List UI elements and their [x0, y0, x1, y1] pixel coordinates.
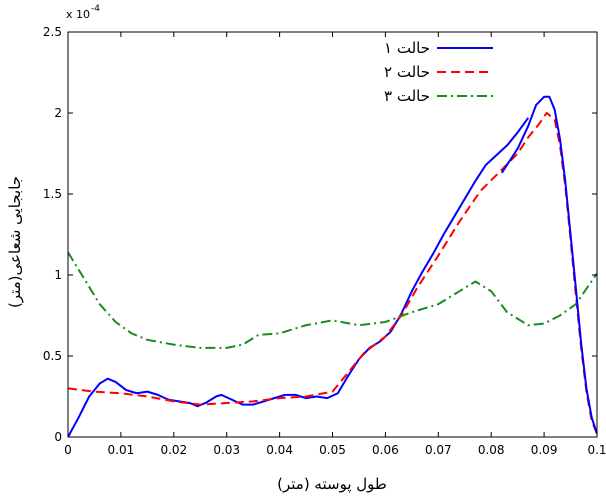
legend-item: حالت ۲ — [384, 63, 493, 81]
y-tick-label: 1 — [54, 268, 62, 282]
legend-item: حالت ۱ — [384, 39, 493, 57]
axis-labels: طول پوسته (متر) جابجایی شعاعی(متر) x 10 … — [6, 4, 387, 494]
x-tick-label: 0.06 — [372, 443, 399, 457]
x-tick-label: 0.09 — [531, 443, 558, 457]
y-multiplier-label: x 10 — [66, 8, 90, 21]
legend-label: حالت ۳ — [384, 87, 430, 105]
x-axis-title: طول پوسته (متر) — [277, 475, 387, 494]
y-tick-label: 0 — [54, 430, 62, 444]
plot-area — [68, 95, 597, 437]
series-line-3 — [68, 251, 597, 349]
x-tick-label: 0.03 — [213, 443, 240, 457]
y-tick-label: 1.5 — [43, 187, 62, 201]
y-tick-label: 2.5 — [43, 25, 62, 39]
legend-item: حالت ۳ — [384, 87, 493, 105]
series-line-2 — [68, 112, 597, 435]
legend-label: حالت ۲ — [384, 63, 430, 81]
x-tick-label: 0.1 — [587, 443, 606, 457]
x-tick-label: 0.07 — [425, 443, 452, 457]
series-line-4 — [500, 95, 597, 435]
y-tick-label: 2 — [54, 106, 62, 120]
legend: حالت ۱ حالت ۲ حالت ۳ — [384, 39, 493, 105]
x-tick-label: 0.04 — [266, 443, 293, 457]
x-tick-label: 0.08 — [478, 443, 505, 457]
x-tick-label: 0.05 — [319, 443, 346, 457]
x-tick-label: 0.01 — [108, 443, 135, 457]
legend-label: حالت ۱ — [384, 39, 430, 57]
y-tick-label: 0.5 — [43, 349, 62, 363]
axes: 0 0.01 0.02 0.03 0.04 0.05 0.06 0.07 0.08 0.09 0.1… — [43, 25, 606, 457]
series-line-1 — [68, 117, 530, 437]
x-tick-label: 0.02 — [160, 443, 187, 457]
y-axis-title: جابجایی شعاعی(متر) — [6, 176, 24, 308]
x-tick-label: 0 — [64, 443, 72, 457]
y-multiplier-exponent: -4 — [91, 4, 100, 14]
plot-frame — [67, 31, 598, 438]
